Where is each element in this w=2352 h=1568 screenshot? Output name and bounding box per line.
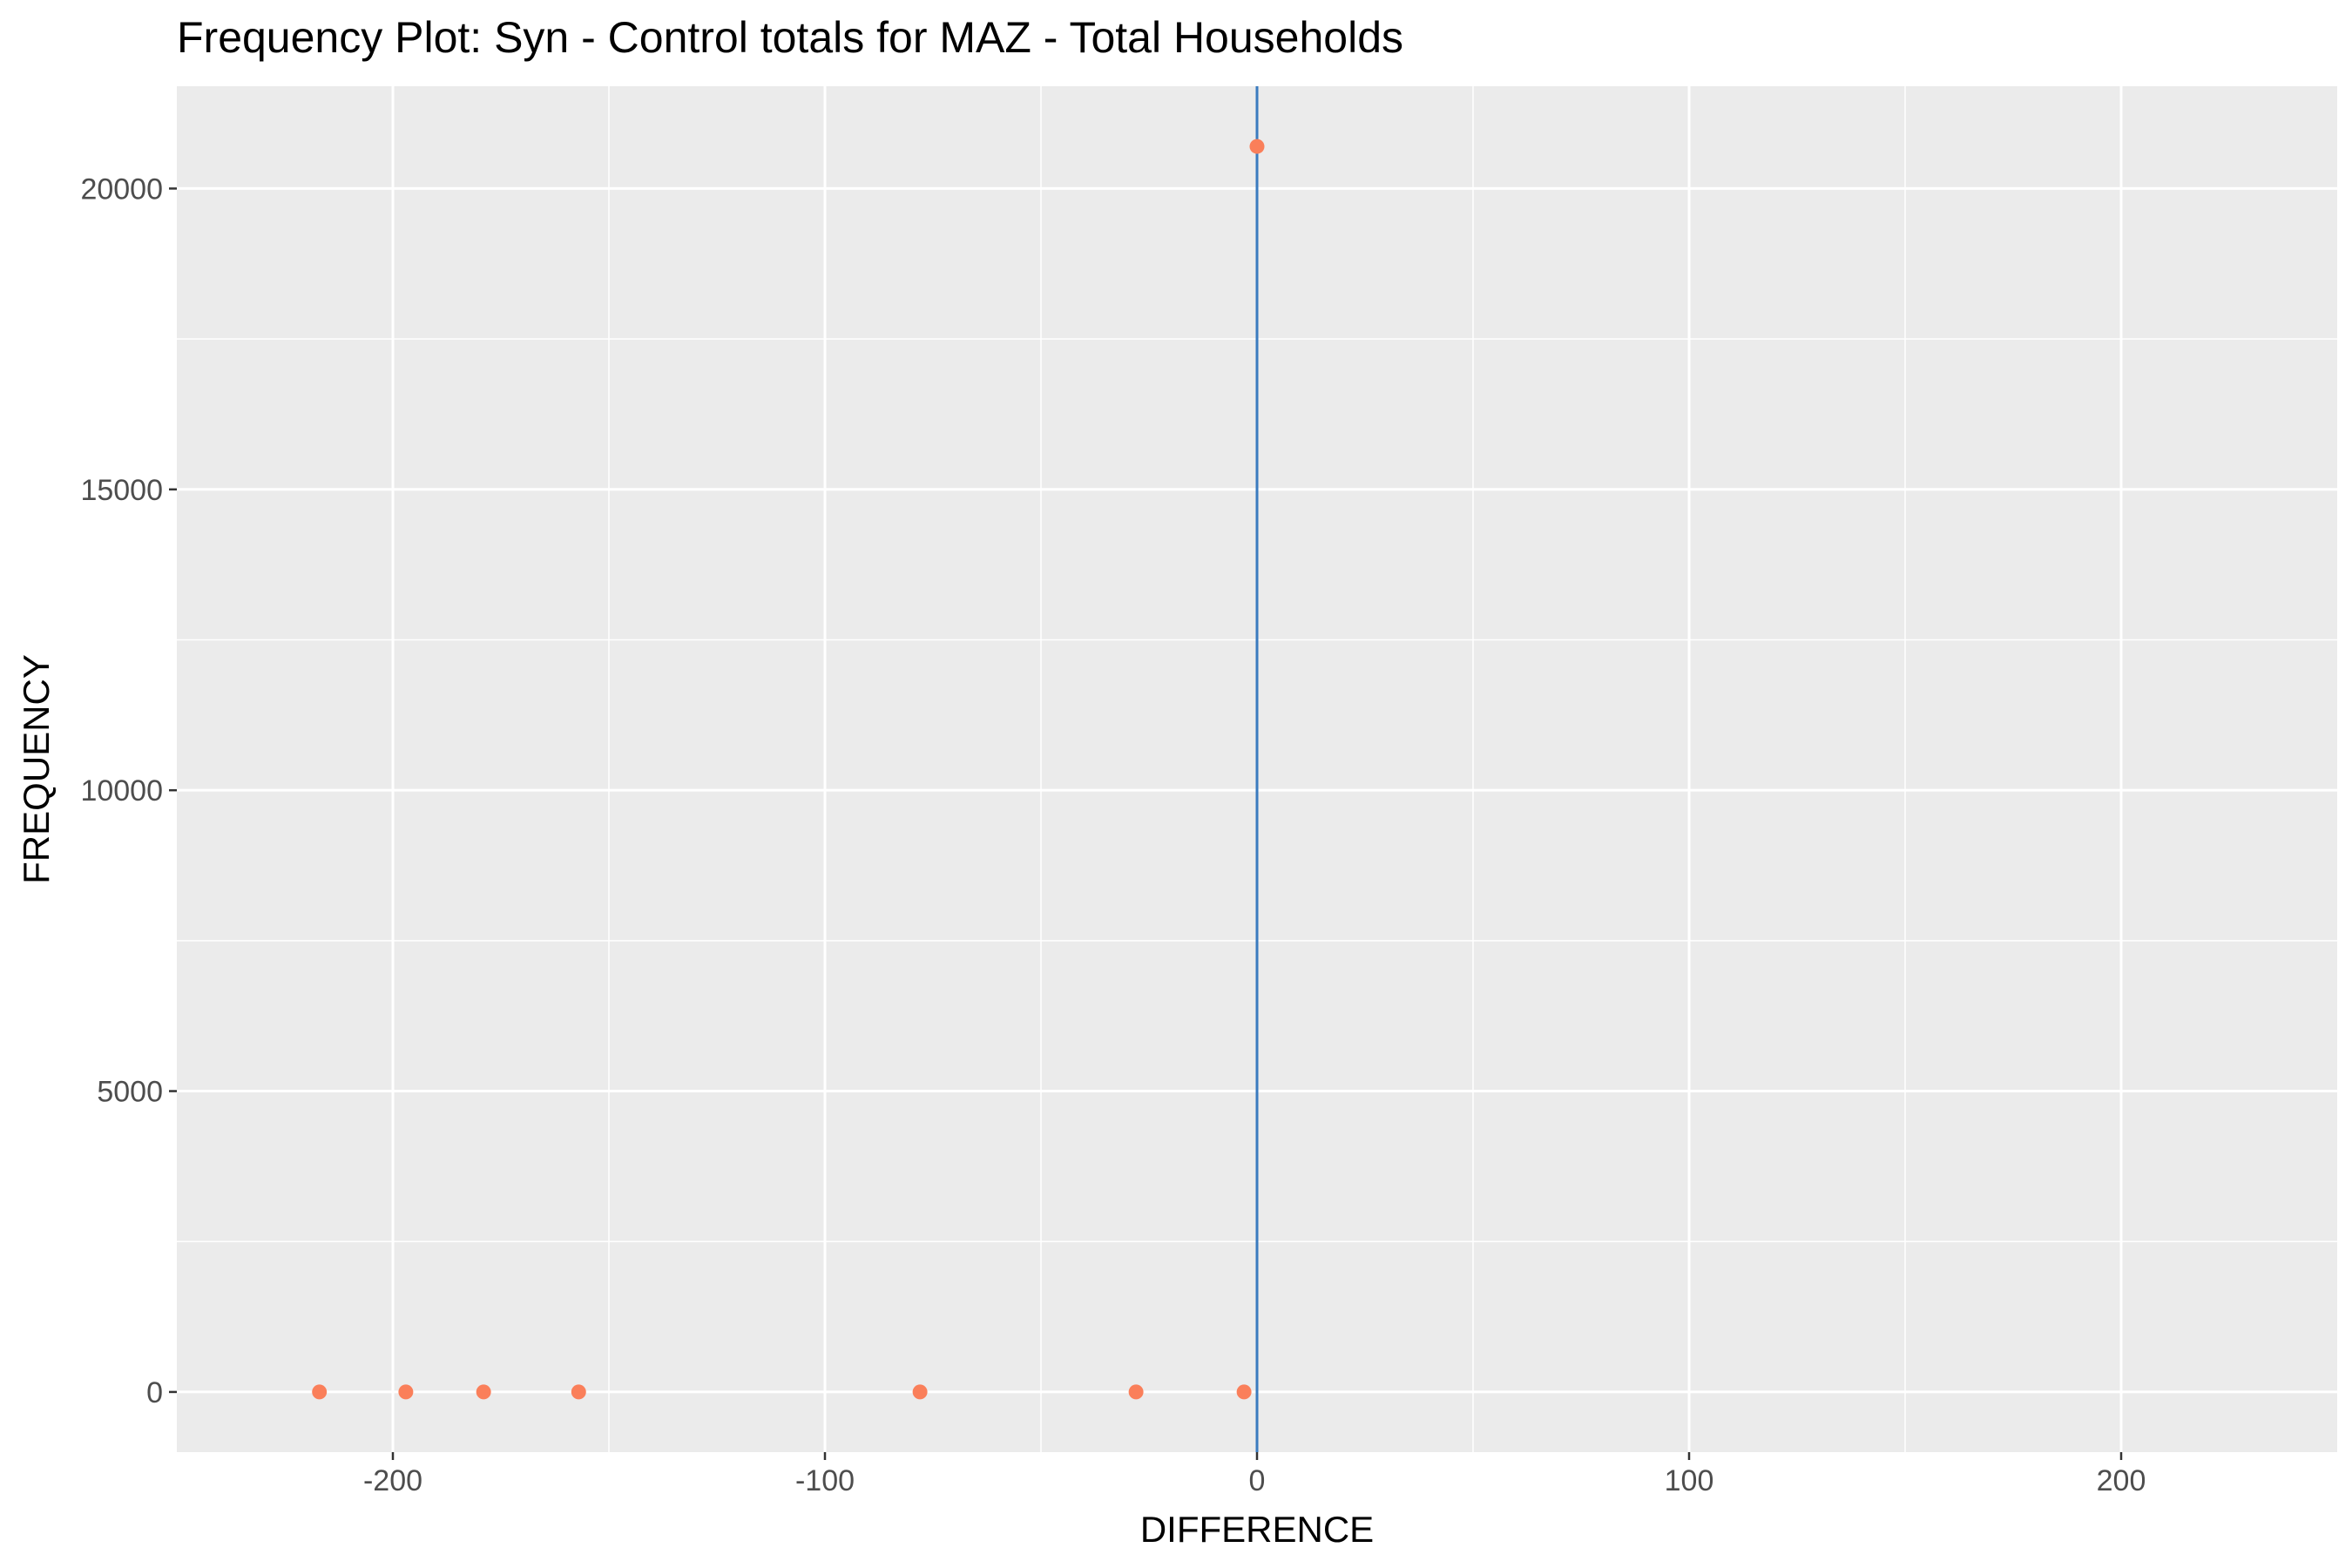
x-tick-label: 100 (1665, 1464, 1714, 1497)
x-tick-label: 0 (1249, 1464, 1266, 1497)
y-tick-label: 0 (146, 1376, 163, 1409)
data-point (571, 1384, 586, 1400)
data-point (1236, 1384, 1252, 1400)
data-point (398, 1384, 414, 1400)
data-point (312, 1384, 328, 1400)
x-axis-title: DIFFERENCE (1140, 1509, 1374, 1550)
x-tick-label: 200 (2097, 1464, 2146, 1497)
data-point (1249, 139, 1265, 154)
y-tick-label: 20000 (80, 172, 163, 206)
x-axis-ticks: -200 -100 0 100 200 (363, 1452, 2146, 1497)
data-point (912, 1384, 928, 1400)
chart-title: Frequency Plot: Syn - Control totals for… (177, 13, 1403, 62)
x-tick-label: -100 (795, 1464, 855, 1497)
y-tick-label: 10000 (80, 774, 163, 808)
y-tick-label: 15000 (80, 474, 163, 507)
y-axis-ticks: 0 5000 10000 15000 20000 (80, 172, 177, 1409)
x-tick-label: -200 (363, 1464, 422, 1497)
data-point (1128, 1384, 1144, 1400)
y-tick-label: 5000 (97, 1076, 163, 1109)
data-point (476, 1384, 491, 1400)
y-axis-title: FREQUENCY (16, 654, 57, 884)
data-points (312, 139, 1265, 1400)
